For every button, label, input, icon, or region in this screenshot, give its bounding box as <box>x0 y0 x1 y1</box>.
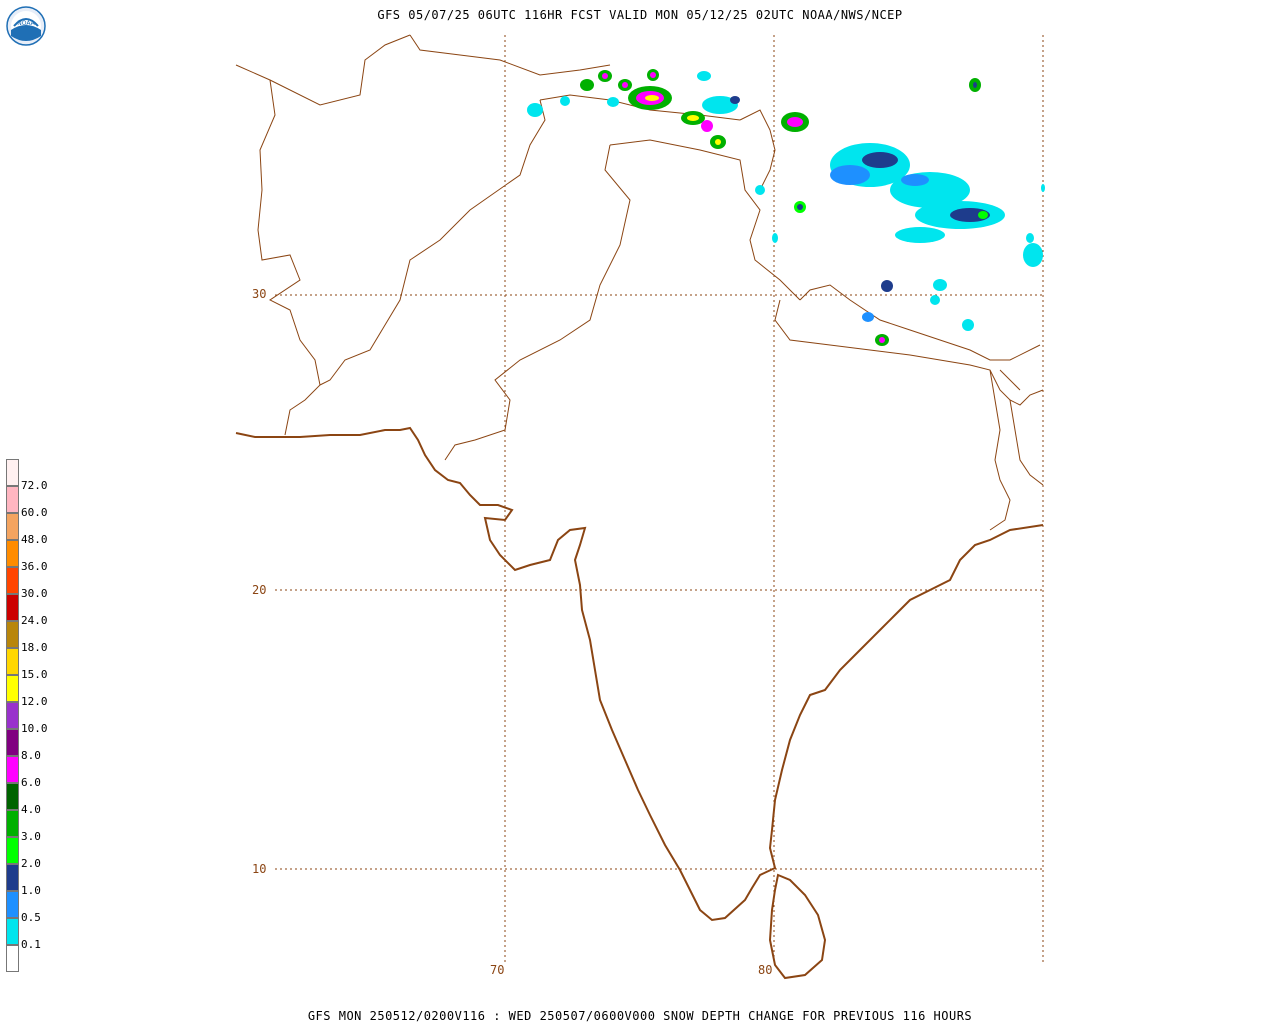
legend-label: 1.0 <box>21 884 41 897</box>
snow-depth-shading <box>527 69 1045 346</box>
legend-swatch <box>6 621 19 648</box>
lat-label-10: 10 <box>252 862 267 876</box>
legend-swatch <box>6 567 19 594</box>
lat-label-30: 30 <box>252 287 267 301</box>
legend-label: 4.0 <box>21 803 41 816</box>
legend-swatch <box>6 756 19 783</box>
legend-label: 3.0 <box>21 830 41 843</box>
legend-label: 18.0 <box>21 641 48 654</box>
legend-label: 48.0 <box>21 533 48 546</box>
legend-swatch <box>6 864 19 891</box>
noaa-logo-icon: NOAA <box>6 6 46 46</box>
legend-swatch <box>6 513 19 540</box>
legend-swatch <box>6 729 19 756</box>
legend-swatch <box>6 648 19 675</box>
legend-swatch <box>6 783 19 810</box>
map-canvas <box>235 34 1045 980</box>
legend-swatch <box>6 486 19 513</box>
legend-label: 8.0 <box>21 749 41 762</box>
logo-text: NOAA <box>17 20 35 27</box>
legend-swatch <box>6 945 19 972</box>
legend-label: 72.0 <box>21 479 48 492</box>
legend-top-swatch <box>6 459 19 486</box>
legend-swatch <box>6 891 19 918</box>
legend-swatch <box>6 594 19 621</box>
legend-label: 0.5 <box>21 911 41 924</box>
legend-label: 0.1 <box>21 938 41 951</box>
legend-label: 2.0 <box>21 857 41 870</box>
sri-lanka-outline <box>768 873 827 980</box>
legend-label: 10.0 <box>21 722 48 735</box>
legend-swatch <box>6 702 19 729</box>
legend-swatch <box>6 918 19 945</box>
lat-label-20: 20 <box>252 583 267 597</box>
lon-label-70: 70 <box>490 963 505 977</box>
lon-label-80: 80 <box>758 963 773 977</box>
political-borders <box>235 34 1044 531</box>
legend-swatch <box>6 837 19 864</box>
legend-label: 15.0 <box>21 668 48 681</box>
legend-label: 36.0 <box>21 560 48 573</box>
legend-label: 12.0 <box>21 695 48 708</box>
legend-label: 6.0 <box>21 776 41 789</box>
legend-label: 24.0 <box>21 614 48 627</box>
legend-swatch <box>6 810 19 837</box>
legend-label: 60.0 <box>21 506 48 519</box>
color-legend: 72.0 60.0 48.0 36.0 30.0 24.0 18.0 15.0 12.0 10.0… <box>6 459 66 974</box>
coastline-west <box>235 426 1044 922</box>
field-description: GFS MON 250512/0200V116 : WED 250507/060… <box>307 1009 973 1023</box>
legend-swatch <box>6 675 19 702</box>
legend-label: 30.0 <box>21 587 48 600</box>
legend-swatch <box>6 540 19 567</box>
map-title: GFS 05/07/25 06UTC 116HR FCST VALID MON … <box>377 8 903 22</box>
